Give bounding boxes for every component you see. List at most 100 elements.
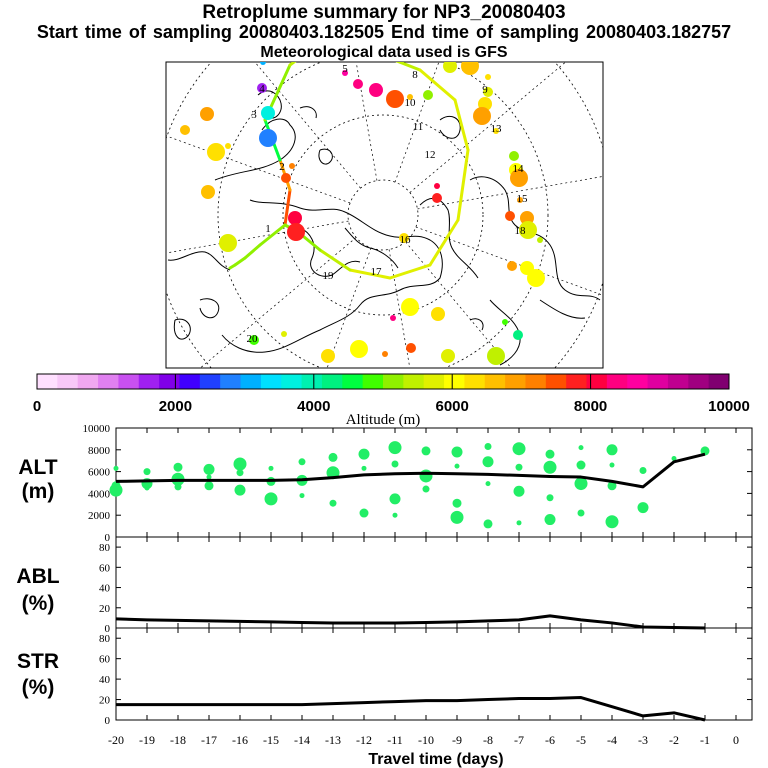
y-tick-label: 6000 [88, 467, 111, 479]
colorbar-swatch [606, 374, 628, 389]
panel-frame [115, 536, 753, 629]
coastlines [167, 90, 601, 366]
map-plume-point [399, 233, 409, 243]
trajectory-segment [243, 243, 262, 260]
plume-point [143, 468, 151, 476]
trajectory-segment [418, 68, 457, 102]
x-tick-label: -6 [545, 733, 555, 747]
plume-point [203, 463, 215, 475]
y-tick-label: 8000 [88, 445, 111, 457]
trajectory-day-label: 8 [412, 69, 418, 81]
plume-point [204, 481, 214, 491]
colorbar-swatch [118, 374, 140, 389]
trajectory-day-label: 7 [372, 35, 378, 47]
map-plume-point [493, 128, 499, 134]
map-plume-point [350, 340, 368, 358]
plume-point [451, 446, 463, 458]
map-plume-point [260, 62, 266, 65]
plume-point [450, 510, 464, 524]
colorbar-swatch [444, 374, 465, 389]
map-plume-point [201, 185, 215, 199]
plume-point [392, 512, 398, 518]
panel-abl: 0 20 40 60 80 ABL (%) [16, 536, 753, 635]
map-plume-point [257, 83, 267, 93]
trajectory-segment [453, 98, 470, 152]
colorbar-swatch [37, 374, 58, 389]
panel-ylabel-unit: (m) [22, 480, 55, 503]
y-tick-label: 0 [105, 715, 111, 727]
plume-point [268, 465, 274, 471]
plume-point [206, 474, 212, 480]
panel-ylabel: ABL [16, 565, 59, 588]
x-tick-label: -3 [638, 733, 648, 747]
trajectory-day-label: 17 [371, 266, 383, 278]
plume-point [113, 465, 119, 471]
plume-point [516, 520, 522, 526]
colorbar-tick-label: 2000 [159, 398, 192, 415]
trajectory-segment [228, 263, 237, 270]
x-tick-label: -12 [356, 733, 372, 747]
map-plume-point [487, 347, 505, 365]
plume-point [391, 460, 399, 468]
y-tick-label: 2000 [88, 510, 111, 522]
colorbar-swatch [627, 374, 649, 389]
plume-point [144, 485, 150, 491]
map-plume-point [483, 87, 493, 97]
colorbar-tick-label: 4000 [297, 398, 330, 415]
map-plume-point [200, 107, 214, 121]
plume-point [639, 467, 647, 475]
map-plume-point [507, 261, 517, 271]
y-tick-label: 0 [105, 532, 111, 544]
colorbar-tick-label: 6000 [436, 398, 469, 415]
map-plume-point [261, 106, 275, 120]
panel-alt: 0 2000 4000 6000 8000 10000 ALT(m) [18, 423, 753, 544]
y-tick-label: 0 [105, 623, 111, 635]
colorbar-swatch [179, 374, 201, 389]
map-plume-point [390, 315, 396, 321]
plume-point [264, 492, 278, 506]
map-plume-point [281, 173, 291, 183]
map-plume-point [513, 330, 523, 340]
trajectory-day-label: 1 [265, 223, 271, 235]
y-tick-label: 20 [99, 603, 111, 615]
x-tick-label: -11 [387, 733, 403, 747]
trajectory-day-label: 12 [425, 149, 436, 161]
x-tick-label: -4 [607, 733, 617, 747]
time-series-panels: 0200040006000800010000ALT(m)020406080ABL… [16, 423, 753, 768]
map-plume-point [289, 163, 295, 169]
colorbar-swatch [220, 374, 242, 389]
plume-point [578, 445, 584, 451]
y-tick-label: 20 [99, 695, 111, 707]
plume-point [298, 458, 306, 466]
colorbar-swatch [321, 374, 343, 389]
plume-point [452, 498, 462, 508]
plume-point [329, 499, 337, 507]
trajectory-segment [318, 248, 352, 272]
trajectory-day-label: 2 [279, 161, 285, 173]
plume-point [515, 463, 523, 471]
colorbar-swatch [484, 374, 506, 389]
x-tick-label: -1 [700, 733, 710, 747]
x-tick-label: -8 [483, 733, 493, 747]
plume-point [609, 462, 615, 468]
y-tick-label: 80 [99, 633, 111, 645]
colorbar-swatch [301, 374, 323, 389]
plume-point [483, 519, 493, 529]
map-plume-point [353, 79, 363, 89]
plume-point [671, 456, 677, 462]
y-tick-label: 40 [99, 583, 111, 595]
latitude-circle [217, 62, 549, 368]
plume-point [577, 509, 585, 517]
plume-point [173, 462, 183, 472]
colorbar-swatch [566, 374, 588, 389]
map-plume-point [406, 343, 416, 353]
colorbar-swatch [281, 374, 303, 389]
trajectory-segment [288, 62, 297, 67]
trajectory-day-label: 16 [400, 234, 412, 246]
map-plume-point [510, 169, 528, 187]
plume-point [174, 483, 182, 491]
plume-point [607, 481, 617, 491]
latitude-circle [282, 114, 484, 316]
map-plume-point [219, 234, 237, 252]
trajectory-segment [258, 223, 287, 247]
